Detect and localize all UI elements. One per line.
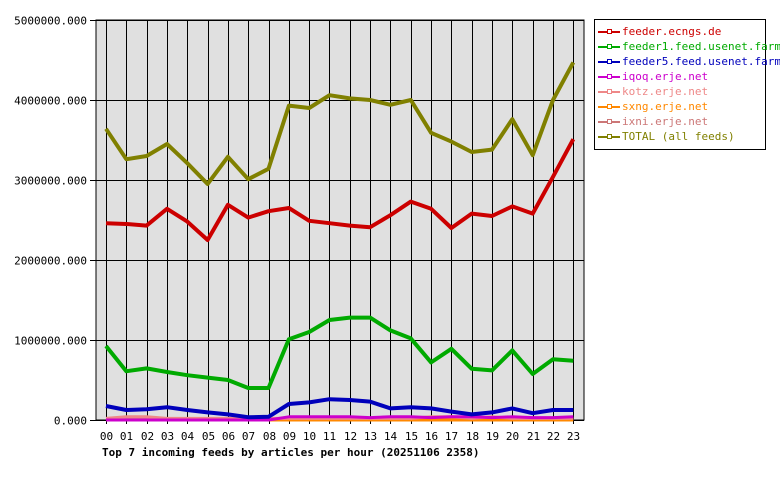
x-tick-label: 19: [486, 430, 499, 443]
x-axis-labels: 00 01 02 03 04 05 06 07 08 09 10 11 12 13 14 15 16 17 18 19…: [100, 430, 580, 443]
legend-line-marker-icon: [598, 117, 620, 127]
legend-label: ixni.erje.net: [622, 115, 709, 128]
y-tick-label: 1000000.000: [14, 335, 87, 348]
legend: feeder.ecngs.de feeder1.feed.usenet.farm f…: [594, 19, 780, 150]
series-line: [104, 61, 576, 186]
y-tick-label: 5000000.000: [14, 15, 87, 28]
series-line: [105, 397, 574, 420]
x-tick-label: 00: [100, 430, 113, 443]
series-line: [104, 315, 574, 390]
y-tick-label: 4000000.000: [14, 95, 87, 108]
legend-item: kotz.erje.net: [595, 84, 765, 99]
x-tick-label: 07: [242, 430, 255, 443]
legend-line-marker-icon: [598, 27, 620, 37]
x-tick-label: 10: [303, 430, 316, 443]
x-tick-label: 06: [222, 430, 235, 443]
legend-item: TOTAL (all feeds): [595, 129, 765, 144]
x-tick-label: 05: [202, 430, 215, 443]
legend-item: sxng.erje.net: [595, 99, 765, 114]
legend-line-marker-icon: [598, 42, 620, 52]
x-tick-label: 09: [283, 430, 296, 443]
x-tick-label: 15: [405, 430, 418, 443]
x-tick-label: 18: [466, 430, 479, 443]
x-tick-label: 23: [567, 430, 580, 443]
legend-item: feeder.ecngs.de: [595, 24, 765, 39]
x-tick-label: 21: [527, 430, 540, 443]
x-tick-label: 12: [344, 430, 357, 443]
x-tick-label: 22: [547, 430, 560, 443]
legend-line-marker-icon: [598, 87, 620, 97]
x-tick-label: 02: [141, 430, 154, 443]
series-lines: [104, 61, 576, 422]
y-tick-label: 3000000.000: [14, 175, 87, 188]
chart-title: Top 7 incoming feeds by articles per hou…: [102, 446, 480, 459]
legend-label: feeder5.feed.usenet.farm: [622, 55, 780, 68]
x-tick-label: 08: [263, 430, 276, 443]
x-tick-label: 20: [506, 430, 519, 443]
legend-line-marker-icon: [598, 132, 620, 142]
legend-label: TOTAL (all feeds): [622, 130, 735, 143]
legend-label: feeder1.feed.usenet.farm: [622, 40, 780, 53]
legend-line-marker-icon: [598, 72, 620, 82]
legend-item: feeder5.feed.usenet.farm: [595, 54, 780, 69]
x-tick-label: 11: [323, 430, 336, 443]
legend-item: ixni.erje.net: [595, 114, 765, 129]
legend-line-marker-icon: [598, 57, 620, 67]
legend-line-marker-icon: [598, 102, 620, 112]
x-tick-label: 17: [445, 430, 458, 443]
x-tick-label: 16: [425, 430, 438, 443]
legend-label: feeder.ecngs.de: [622, 25, 722, 38]
plot-area: [95, 19, 585, 421]
legend-label: kotz.erje.net: [622, 85, 709, 98]
x-tick-label: 13: [364, 430, 377, 443]
y-tick-label: 0.000: [54, 415, 87, 428]
x-tick-label: 14: [384, 430, 398, 443]
legend-label: sxng.erje.net: [622, 100, 709, 113]
x-tick-label: 03: [161, 430, 174, 443]
series-line: [106, 415, 574, 422]
x-tick-label: 01: [120, 430, 133, 443]
legend-item: iqoq.erje.net: [595, 69, 765, 84]
y-tick-label: 2000000.000: [14, 255, 87, 268]
series-line: [105, 138, 576, 242]
vertical-gridlines: [106, 20, 574, 424]
y-axis-labels: 0.000 1000000.000 2000000.000 3000000.000 40…: [14, 15, 87, 428]
x-tick-label: 04: [181, 430, 195, 443]
legend-label: iqoq.erje.net: [622, 70, 709, 83]
legend-item: feeder1.feed.usenet.farm: [595, 39, 780, 54]
